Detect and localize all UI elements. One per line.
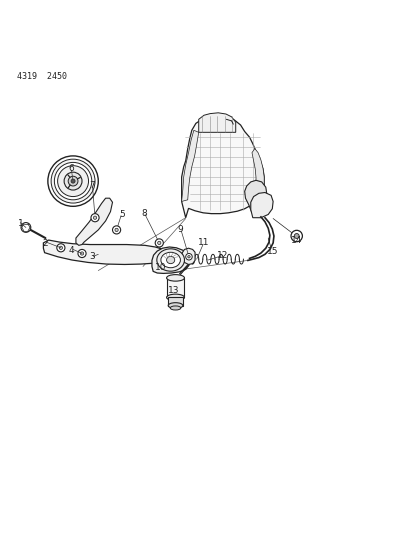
Circle shape: [68, 176, 78, 186]
Text: 9: 9: [177, 225, 183, 235]
Circle shape: [155, 239, 163, 247]
Circle shape: [21, 223, 31, 232]
Text: 11: 11: [198, 238, 210, 247]
Circle shape: [188, 255, 190, 258]
Circle shape: [115, 228, 118, 231]
Circle shape: [93, 216, 97, 220]
Text: 6: 6: [68, 164, 74, 173]
Circle shape: [91, 214, 99, 222]
Ellipse shape: [157, 249, 184, 271]
Ellipse shape: [170, 306, 181, 310]
Circle shape: [51, 159, 95, 203]
Text: 12: 12: [217, 251, 228, 260]
Text: 13: 13: [168, 286, 179, 295]
Circle shape: [57, 244, 65, 252]
Text: 8: 8: [141, 209, 147, 218]
Circle shape: [48, 156, 98, 206]
Circle shape: [64, 172, 82, 190]
Ellipse shape: [168, 303, 183, 309]
Ellipse shape: [161, 252, 180, 268]
Circle shape: [71, 179, 75, 183]
Polygon shape: [251, 192, 273, 217]
Circle shape: [59, 246, 62, 249]
Polygon shape: [166, 278, 184, 297]
Polygon shape: [182, 248, 195, 264]
Polygon shape: [43, 240, 171, 264]
Circle shape: [186, 254, 192, 260]
Text: 4: 4: [69, 246, 75, 255]
Circle shape: [54, 163, 92, 200]
Polygon shape: [182, 130, 199, 201]
Polygon shape: [199, 113, 236, 132]
Text: 1: 1: [18, 219, 24, 228]
Polygon shape: [182, 116, 264, 217]
Polygon shape: [249, 149, 264, 199]
Polygon shape: [168, 297, 183, 305]
Polygon shape: [245, 180, 267, 213]
Ellipse shape: [166, 294, 184, 301]
Circle shape: [113, 226, 121, 234]
Circle shape: [78, 249, 86, 257]
Text: 14: 14: [291, 236, 302, 245]
Text: 10: 10: [155, 263, 166, 272]
Polygon shape: [76, 198, 113, 245]
Circle shape: [58, 166, 89, 197]
Text: 4319  2450: 4319 2450: [17, 72, 67, 81]
Text: 15: 15: [266, 247, 278, 255]
Text: 7: 7: [89, 182, 95, 190]
Circle shape: [291, 230, 302, 241]
Text: 5: 5: [119, 210, 125, 219]
Text: 2: 2: [42, 239, 48, 248]
Text: 3: 3: [89, 252, 95, 261]
Ellipse shape: [166, 274, 184, 281]
Circle shape: [157, 241, 161, 245]
Circle shape: [80, 252, 84, 255]
Polygon shape: [152, 247, 190, 273]
Circle shape: [294, 233, 299, 238]
Ellipse shape: [166, 256, 175, 264]
